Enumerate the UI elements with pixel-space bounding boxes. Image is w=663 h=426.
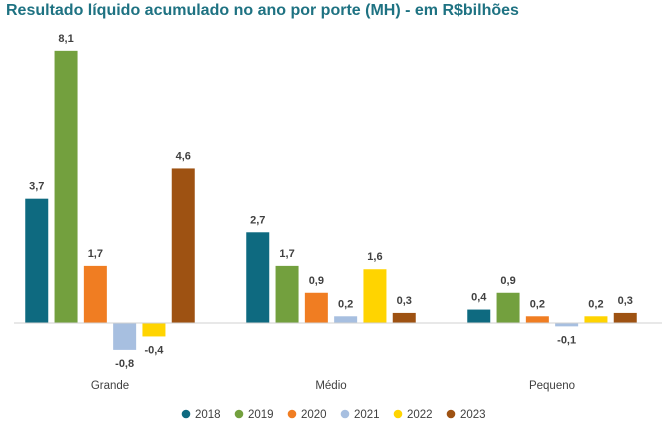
category-label-grande: Grande xyxy=(91,380,129,392)
bar-2019-pequeno xyxy=(496,292,520,323)
data-label-2022-pequeno: 0,2 xyxy=(588,298,603,310)
bar-2023-médio xyxy=(392,312,416,323)
bar-2021-pequeno xyxy=(555,323,579,327)
data-label-2019-pequeno: 0,9 xyxy=(500,275,515,287)
bar-2023-pequeno xyxy=(613,312,637,323)
data-label-2020-médio: 0,9 xyxy=(309,275,324,287)
bar-2018-médio xyxy=(246,232,270,323)
bar-2022-médio xyxy=(363,269,387,323)
data-label-2018-médio: 2,7 xyxy=(250,214,265,226)
legend-label-2019: 2019 xyxy=(248,409,274,421)
data-label-2023-médio: 0,3 xyxy=(397,295,412,307)
data-label-2023-pequeno: 0,3 xyxy=(618,295,633,307)
bar-2023-grande xyxy=(171,168,195,323)
data-label-2018-pequeno: 0,4 xyxy=(471,292,487,304)
bar-2022-grande xyxy=(142,323,166,337)
data-label-2018-grande: 3,7 xyxy=(29,181,44,193)
bar-2021-médio xyxy=(334,316,358,323)
data-label-2021-pequeno: -0,1 xyxy=(557,334,576,346)
bar-2019-grande xyxy=(54,50,78,324)
data-label-2020-grande: 1,7 xyxy=(88,248,103,260)
bar-2020-grande xyxy=(83,265,107,323)
data-label-2019-grande: 8,1 xyxy=(58,33,73,45)
bar-2021-grande xyxy=(113,323,137,350)
legend-marker-2021 xyxy=(340,409,350,419)
bar-2018-pequeno xyxy=(467,309,491,323)
legend-label-2018: 2018 xyxy=(195,409,221,421)
data-label-2023-grande: 4,6 xyxy=(176,150,191,162)
data-label-2020-pequeno: 0,2 xyxy=(530,298,545,310)
legend-marker-2023 xyxy=(446,409,456,419)
bar-2019-médio xyxy=(275,265,299,323)
data-label-2022-grande: -0,4 xyxy=(144,344,164,356)
chart-title: Resultado líquido acumulado no ano por p… xyxy=(6,2,519,19)
legend-marker-2020 xyxy=(287,409,297,419)
legend-label-2023: 2023 xyxy=(460,409,486,421)
data-label-2022-médio: 1,6 xyxy=(367,251,382,263)
legend-marker-2019 xyxy=(234,409,244,419)
legend-label-2022: 2022 xyxy=(407,409,433,421)
legend-label-2020: 2020 xyxy=(301,409,327,421)
category-label-médio: Médio xyxy=(315,380,346,392)
legend-label-2021: 2021 xyxy=(354,409,380,421)
bar-2020-médio xyxy=(304,292,328,323)
data-label-2021-médio: 0,2 xyxy=(338,298,353,310)
bar-2018-grande xyxy=(25,198,49,323)
bar-2022-pequeno xyxy=(584,316,608,323)
bar-2020-pequeno xyxy=(525,316,549,323)
legend-marker-2022 xyxy=(393,409,403,419)
category-label-pequeno: Pequeno xyxy=(529,380,575,392)
legend-marker-2018 xyxy=(181,409,191,419)
data-label-2019-médio: 1,7 xyxy=(279,248,294,260)
data-label-2021-grande: -0,8 xyxy=(115,358,134,370)
